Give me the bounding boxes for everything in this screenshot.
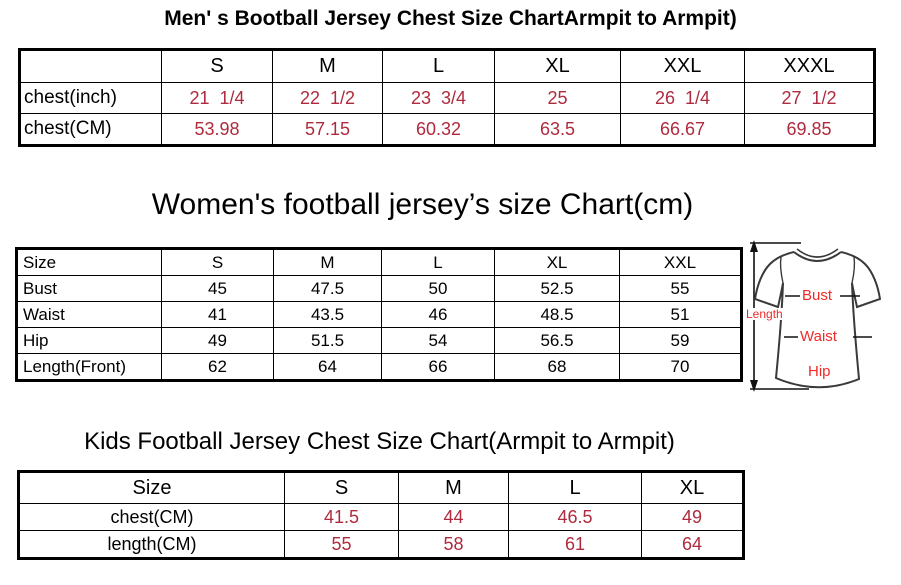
size-value: 26 1/4 [620, 82, 745, 114]
column-header: XXL [619, 248, 742, 276]
size-value: 22 1/2 [272, 82, 383, 114]
size-value: 64 [641, 530, 744, 559]
header-row: Size S M L XL XXL [16, 248, 742, 276]
column-header: L [382, 49, 495, 83]
size-value: 66 [381, 353, 495, 381]
column-header [19, 49, 162, 83]
header-row: S M L XL XXL XXXL [19, 49, 875, 83]
row-label: Bust [16, 275, 162, 302]
size-value: 51 [619, 301, 742, 328]
row-label: Length(Front) [16, 353, 162, 381]
size-value: 23 3/4 [382, 82, 495, 114]
column-header: L [508, 471, 642, 504]
tshirt-measurement-diagram: Length Bust Waist Hip [741, 237, 901, 403]
table-row: chest(inch) 21 1/4 22 1/2 23 3/4 25 26 1/4 27 … [19, 82, 875, 114]
size-value: 57.15 [272, 113, 383, 146]
size-value: 48.5 [494, 301, 620, 328]
row-label: length(CM) [18, 530, 285, 559]
size-value: 43.5 [273, 301, 382, 328]
size-value: 46.5 [508, 503, 642, 531]
size-value: 63.5 [494, 113, 621, 146]
size-value: 50 [381, 275, 495, 302]
row-label: chest(CM) [18, 503, 285, 531]
size-value: 45 [161, 275, 274, 302]
column-header: S [161, 49, 273, 83]
column-header: Size [16, 248, 162, 276]
column-header: XL [641, 471, 744, 504]
table-row: Length(Front) 62 64 66 68 70 [16, 353, 742, 381]
table-row: Waist 41 43.5 46 48.5 51 [16, 301, 742, 328]
length-label: Length [745, 307, 784, 321]
column-header: M [398, 471, 509, 504]
size-value: 69.85 [744, 113, 875, 146]
table-row: length(CM) 55 58 61 64 [18, 530, 744, 559]
size-value: 55 [284, 530, 399, 559]
column-header: S [284, 471, 399, 504]
size-value: 49 [161, 327, 274, 354]
row-label: Waist [16, 301, 162, 328]
size-value: 46 [381, 301, 495, 328]
size-value: 58 [398, 530, 509, 559]
mens-table-header: S M L XL XXL XXXL [19, 49, 875, 83]
table-row: chest(CM) 53.98 57.15 60.32 63.5 66.67 69.85 [19, 113, 875, 146]
size-value: 61 [508, 530, 642, 559]
size-value: 53.98 [161, 113, 273, 146]
womens-size-table: Size S M L XL XXL Bust 45 47.5 50 52.5 55 Waist 41 43… [15, 247, 743, 382]
table-row: Hip 49 51.5 54 56.5 59 [16, 327, 742, 354]
table-row: Bust 45 47.5 50 52.5 55 [16, 275, 742, 302]
waist-label: Waist [800, 328, 837, 345]
size-value: 66.67 [620, 113, 745, 146]
size-value: 51.5 [273, 327, 382, 354]
kids-size-table: Size S M L XL chest(CM) 41.5 44 46.5 49 length(CM… [17, 470, 745, 560]
bust-label: Bust [802, 287, 833, 304]
column-header: M [273, 248, 382, 276]
size-value: 47.5 [273, 275, 382, 302]
mens-table-body: chest(inch) 21 1/4 22 1/2 23 3/4 25 26 1/4 27 … [19, 82, 875, 146]
column-header: XL [494, 248, 620, 276]
womens-table-body: Bust 45 47.5 50 52.5 55 Waist 41 43.5 46 48.5 51 Hip… [16, 275, 742, 381]
column-header: XL [494, 49, 621, 83]
size-value: 44 [398, 503, 509, 531]
size-value: 70 [619, 353, 742, 381]
size-value: 62 [161, 353, 274, 381]
size-value: 25 [494, 82, 621, 114]
column-header: L [381, 248, 495, 276]
womens-chart-title: Women's football jersey’s size Chart(cm) [151, 188, 694, 221]
row-label: chest(inch) [19, 82, 162, 114]
womens-table-header: Size S M L XL XXL [16, 248, 742, 276]
mens-chart-title: Men' s Bootball Jersey Chest Size ChartA… [164, 7, 737, 30]
size-value: 54 [381, 327, 495, 354]
size-value: 21 1/4 [161, 82, 273, 114]
size-value: 59 [619, 327, 742, 354]
column-header: XXL [620, 49, 745, 83]
size-value: 60.32 [382, 113, 495, 146]
column-header: S [161, 248, 274, 276]
size-value: 55 [619, 275, 742, 302]
column-header: M [272, 49, 383, 83]
size-value: 27 1/2 [744, 82, 875, 114]
kids-table-header: Size S M L XL [18, 471, 744, 504]
size-value: 52.5 [494, 275, 620, 302]
column-header: XXXL [744, 49, 875, 83]
size-value: 41.5 [284, 503, 399, 531]
kids-table-body: chest(CM) 41.5 44 46.5 49 length(CM) 55 58 61 64 [18, 503, 744, 559]
mens-size-table: S M L XL XXL XXXL chest(inch) 21 1/4 22 1/2 23 3… [18, 48, 876, 147]
row-label: Hip [16, 327, 162, 354]
kids-chart-title: Kids Football Jersey Chest Size Chart(Ar… [84, 428, 675, 455]
header-row: Size S M L XL [18, 471, 744, 504]
hip-label: Hip [808, 363, 831, 380]
size-value: 64 [273, 353, 382, 381]
row-label: chest(CM) [19, 113, 162, 146]
size-value: 56.5 [494, 327, 620, 354]
size-value: 68 [494, 353, 620, 381]
size-value: 49 [641, 503, 744, 531]
column-header: Size [18, 471, 285, 504]
table-row: chest(CM) 41.5 44 46.5 49 [18, 503, 744, 531]
size-value: 41 [161, 301, 274, 328]
